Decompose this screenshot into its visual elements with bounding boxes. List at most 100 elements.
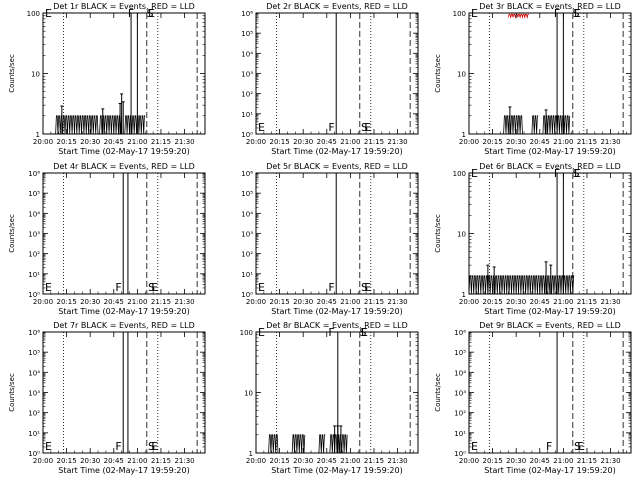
y-axis-label: Counts/sec	[434, 54, 442, 93]
y-tick-label: 10⁰	[28, 450, 40, 458]
x-tick-label: 21:15	[151, 298, 171, 306]
panel-det-3: Det 3r BLACK = Events, RED = LLD Counts/s…	[434, 2, 632, 156]
legend-char-e: E	[151, 440, 158, 453]
y-tick-label: 10	[244, 390, 253, 398]
panel-det-6: Det 6r BLACK = Events, RED = LLD Counts/s…	[434, 162, 632, 316]
legend-char-e: E	[151, 281, 158, 294]
y-tick-label: 10⁰	[28, 291, 40, 299]
x-tick-label: 20:30	[506, 298, 526, 306]
x-tick-label: 20:30	[293, 298, 313, 306]
x-tick-label: 20:15	[269, 457, 289, 465]
x-axis-label: Start Time (02-May-17 19:59:20)	[484, 466, 615, 475]
y-tick-label: 10³	[241, 71, 253, 79]
left-mark: E	[258, 121, 265, 134]
y-tick-label: 10⁵	[241, 30, 253, 38]
legend-char-e: E	[577, 440, 584, 453]
legend-char-s: S	[361, 281, 368, 294]
y-tick-label: 10¹	[241, 271, 253, 279]
x-tick-label: 20:30	[80, 138, 100, 146]
legend-char-f: F	[115, 440, 121, 453]
x-tick-label: 20:00	[33, 138, 53, 146]
x-tick-label: 21:00	[553, 138, 573, 146]
x-tick-label: 20:30	[80, 298, 100, 306]
y-tick-label: 10⁰	[241, 131, 253, 139]
y-tick-label: 10⁴	[241, 50, 253, 58]
y-tick-label: 10	[457, 231, 466, 239]
legend-char-f: F	[328, 121, 334, 134]
left-mark: E	[45, 281, 52, 294]
y-tick-label: 10³	[28, 390, 40, 398]
plot-frame	[255, 12, 419, 135]
x-tick-label: 20:45	[317, 457, 337, 465]
plot-frame	[42, 12, 206, 135]
series-segment	[124, 115, 146, 135]
x-tick-label: 21:15	[364, 457, 384, 465]
panel-det-9: Det 9r BLACK = Events, RED = LLD Counts/s…	[434, 321, 632, 475]
panel-title: Det 3r BLACK = Events, RED = LLD	[479, 2, 621, 11]
x-tick-label: 20:00	[459, 457, 479, 465]
panel-title: Det 6r BLACK = Events, RED = LLD	[479, 162, 621, 171]
y-tick-label: 1	[462, 131, 466, 139]
x-tick-label: 21:15	[151, 138, 171, 146]
plot-frame	[255, 331, 419, 454]
y-tick-label: 10³	[28, 231, 40, 239]
panel-det-7: Det 7r BLACK = Events, RED = LLD Counts/s…	[8, 321, 206, 475]
x-tick-label: 21:15	[364, 138, 384, 146]
y-tick-label: 10⁶	[28, 329, 40, 337]
panel-det-1: Det 1r BLACK = Events, RED = LLD Counts/s…	[8, 2, 206, 156]
x-axis-label: Start Time (02-May-17 19:59:20)	[484, 307, 615, 316]
panel-title: Det 8r BLACK = Events, RED = LLD	[266, 321, 408, 330]
legend-char-s: S	[148, 440, 155, 453]
x-tick-label: 20:00	[246, 457, 266, 465]
x-tick-label: 21:30	[600, 298, 620, 306]
x-tick-label: 20:15	[482, 457, 502, 465]
x-axis-label: Start Time (02-May-17 19:59:20)	[58, 466, 189, 475]
x-tick-label: 21:00	[553, 457, 573, 465]
y-tick-label: 100	[240, 329, 253, 337]
x-tick-label: 20:00	[459, 298, 479, 306]
x-tick-label: 20:45	[317, 138, 337, 146]
y-tick-label: 10³	[241, 231, 253, 239]
y-tick-label: 10⁵	[28, 349, 40, 357]
x-tick-label: 21:30	[387, 457, 407, 465]
y-tick-label: 10⁴	[28, 210, 40, 218]
x-tick-label: 21:00	[127, 298, 147, 306]
x-tick-label: 21:15	[577, 298, 597, 306]
series-segment	[507, 13, 529, 19]
x-tick-label: 20:45	[530, 298, 550, 306]
series-segment	[291, 434, 306, 454]
panel-title: Det 1r BLACK = Events, RED = LLD	[53, 2, 195, 11]
y-axis-label: Counts/sec	[434, 214, 442, 253]
legend-char-e: E	[364, 121, 371, 134]
x-tick-label: 21:00	[340, 138, 360, 146]
plot-frame	[468, 12, 632, 135]
x-tick-label: 21:30	[387, 138, 407, 146]
plot-frame	[468, 331, 632, 454]
legend-char-e: E	[364, 281, 371, 294]
x-tick-label: 20:15	[269, 298, 289, 306]
x-axis-label: Start Time (02-May-17 19:59:20)	[58, 147, 189, 156]
series-segment	[531, 115, 539, 135]
x-tick-label: 20:45	[104, 457, 124, 465]
series-segment	[99, 115, 122, 135]
y-tick-label: 10²	[454, 410, 466, 418]
legend-char-f: F	[115, 281, 121, 294]
y-tick-label: 10¹	[28, 271, 40, 279]
legend-char-s: S	[361, 121, 368, 134]
x-tick-label: 20:30	[506, 138, 526, 146]
y-tick-label: 10³	[454, 390, 466, 398]
x-tick-label: 21:30	[600, 138, 620, 146]
y-tick-label: 1	[462, 291, 466, 299]
y-tick-label: 10⁴	[454, 369, 466, 377]
legend-char-f: F	[328, 281, 334, 294]
y-axis-label: Counts/sec	[8, 373, 16, 412]
x-tick-label: 20:00	[246, 138, 266, 146]
plot-frame	[42, 172, 206, 295]
y-tick-label: 10	[31, 71, 40, 79]
y-tick-label: 1	[249, 450, 253, 458]
x-tick-label: 21:15	[577, 138, 597, 146]
legend-char-s: S	[574, 440, 581, 453]
